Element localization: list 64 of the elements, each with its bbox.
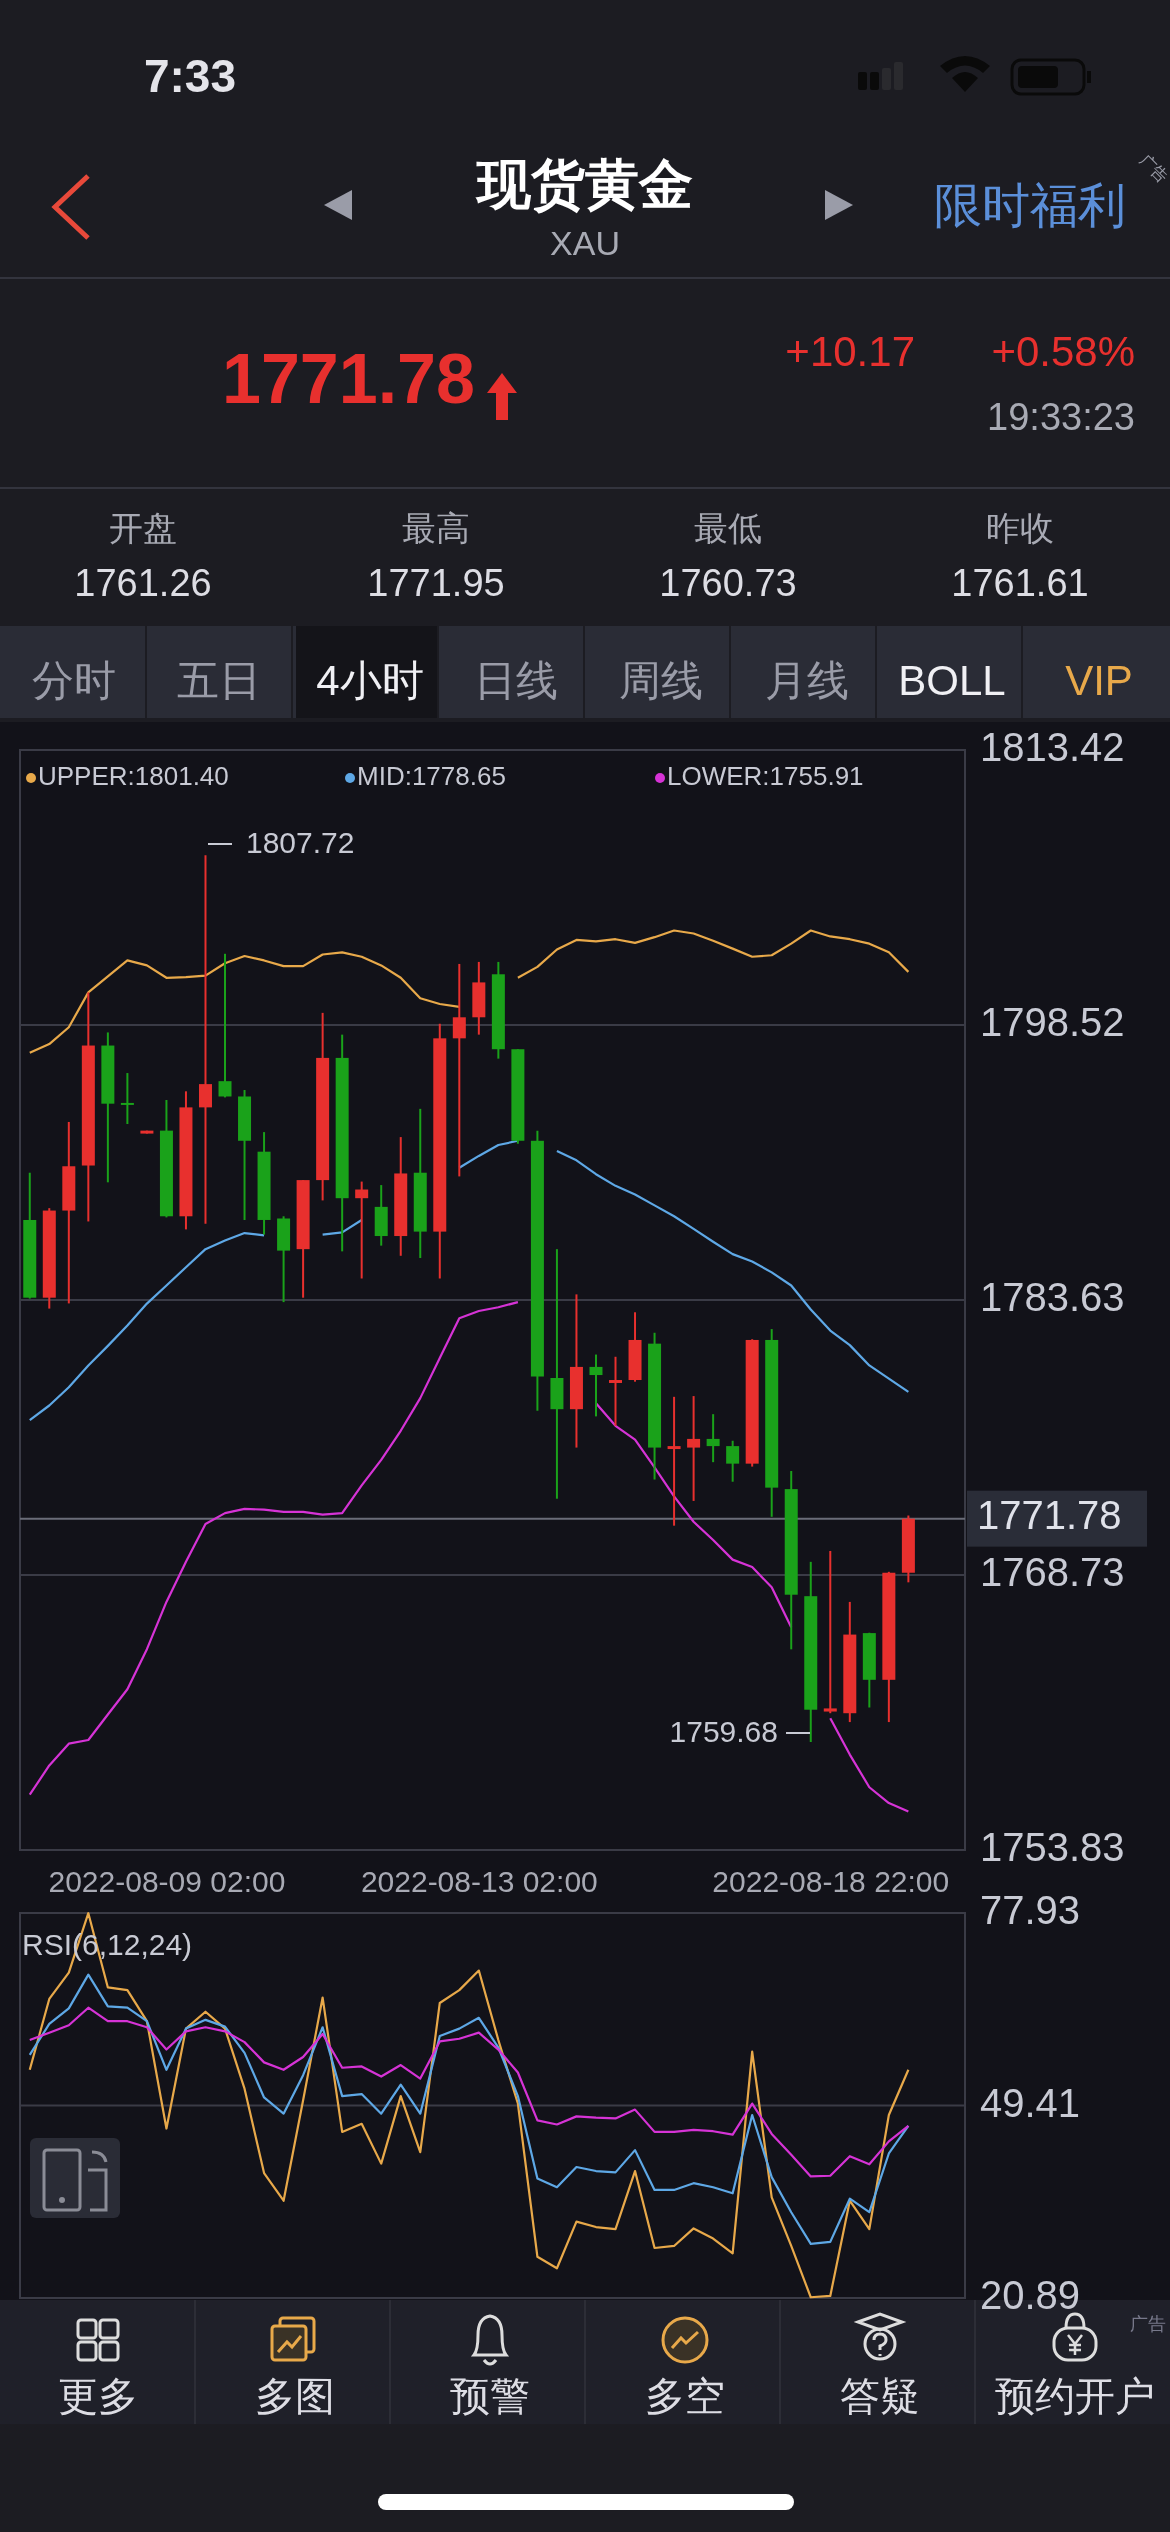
text: 限时福利 <box>934 179 1126 232</box>
text: 多图 <box>255 2374 335 2418</box>
text: 昨收 <box>986 509 1054 547</box>
annotation: 1807.72 <box>246 826 355 859</box>
candlestick <box>355 1180 369 1280</box>
candlestick <box>706 1413 720 1464</box>
candlestick <box>823 1549 837 1715</box>
y-tick-label: 20.89 <box>980 2273 1081 2318</box>
text: +10.17 <box>785 328 915 375</box>
y-tick-label: 1753.83 <box>980 1825 1125 1870</box>
line-series <box>28 1973 910 2246</box>
text: 19:33:23 <box>987 396 1135 438</box>
text: 4小时 <box>316 657 424 704</box>
candlestick <box>120 1072 134 1125</box>
candlestick <box>667 1395 681 1527</box>
text: 预警 <box>450 2374 530 2418</box>
candlestick <box>198 854 212 1225</box>
text: 分时 <box>32 657 116 704</box>
x-tick-label: 2022-08-09 02:00 <box>48 1865 286 1898</box>
y-tick-label: 77.93 <box>980 1888 1081 1933</box>
candlestick <box>609 1355 623 1427</box>
text: 广告 <box>1136 150 1170 186</box>
candlestick <box>452 962 466 1178</box>
x-tick-label: 2022-08-13 02:00 <box>360 1865 598 1898</box>
legend-label: MID:1778.65 <box>357 760 506 791</box>
y-tick-label: 49.41 <box>980 2080 1081 2125</box>
line-series <box>28 2006 910 2178</box>
annotation: 1759.68 <box>669 1715 778 1748</box>
legend-label: LOWER:1755.91 <box>667 760 864 791</box>
y-tick-label: 1798.52 <box>980 1000 1125 1045</box>
text: 7:33 <box>143 50 237 102</box>
legend-label: UPPER:1801.40 <box>38 760 229 791</box>
text: 广告 <box>1130 2314 1166 2334</box>
text: 1761.61 <box>951 562 1089 604</box>
text: BOLL <box>898 657 1006 704</box>
candlestick <box>589 1353 603 1418</box>
text: 月线 <box>765 657 849 704</box>
candlestick <box>726 1439 740 1483</box>
text: 最低 <box>694 509 762 547</box>
candlestick <box>550 1248 564 1500</box>
text: 更多 <box>58 2374 138 2418</box>
text: 答疑 <box>840 2374 920 2418</box>
text: 1771.95 <box>367 562 505 604</box>
text: 1760.73 <box>659 562 797 604</box>
text: 1761.26 <box>74 562 212 604</box>
text: 开盘 <box>109 509 177 547</box>
text: 日线 <box>474 657 558 704</box>
text: 1771.78 <box>221 340 475 418</box>
x-tick-label: 2022-08-18 22:00 <box>712 1865 950 1898</box>
text: 周线 <box>619 657 703 704</box>
y-tick-label: 1813.42 <box>980 725 1125 770</box>
chart-subtitle: XAU <box>550 224 620 262</box>
y-tick-label: 1783.63 <box>980 1274 1125 1319</box>
text: VIP <box>1065 657 1133 704</box>
chart-title: 现货黄金 <box>475 154 693 214</box>
text: 最高 <box>402 509 470 547</box>
text: 预约开户 <box>995 2374 1155 2418</box>
candlestick <box>218 952 232 1099</box>
ref-line-label: 1771.78 <box>977 1493 1122 1538</box>
text: 多空 <box>645 2374 725 2418</box>
candlestick <box>687 1395 701 1502</box>
y-tick-label: 1768.73 <box>980 1550 1125 1595</box>
text: 五日 <box>177 657 261 704</box>
text: +0.58% <box>991 328 1135 375</box>
